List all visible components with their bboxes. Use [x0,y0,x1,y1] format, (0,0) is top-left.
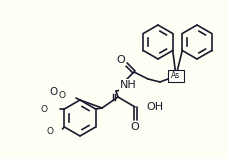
Text: O: O [47,128,54,137]
FancyBboxPatch shape [168,70,184,82]
Text: O: O [117,55,125,65]
Text: As: As [171,72,181,80]
Text: O: O [41,104,48,113]
Text: OH: OH [146,102,164,112]
Text: O: O [59,91,66,100]
Text: NH: NH [120,80,136,90]
Text: O: O [131,122,139,132]
Text: O: O [50,87,58,97]
